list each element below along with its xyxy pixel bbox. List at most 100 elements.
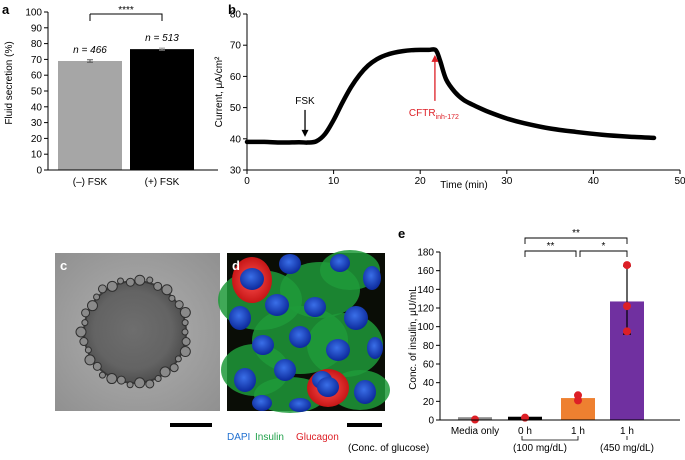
panel-b-xlabel: Time (min) xyxy=(440,180,487,191)
panel-d-nucleus xyxy=(344,306,368,330)
panel-d-nucleus xyxy=(229,306,251,330)
panel-c-surface-cell xyxy=(106,280,118,292)
panel-b-annotation-cftr-main: CFTR xyxy=(409,108,436,119)
panel-b-ytick-label: 50 xyxy=(230,103,242,114)
panel-d-nucleus xyxy=(367,337,383,359)
panel-c-surface-cell xyxy=(179,346,191,358)
panel-c-surface-cell xyxy=(181,337,191,347)
panel-b-ytick-label: 70 xyxy=(230,41,242,52)
panel-c-surface-cell xyxy=(153,281,163,291)
panel-c-surface-cell xyxy=(93,293,101,301)
panel-a-ytick-label: 80 xyxy=(31,39,43,50)
panel-a-bar xyxy=(58,60,122,171)
panel-e-group-label-1: (100 mg/dL) xyxy=(513,443,567,454)
panel-a-error-bar xyxy=(159,47,165,51)
panel-d-nucleus xyxy=(363,266,381,290)
panel-a-bar xyxy=(130,49,194,170)
panel-c-surface-cell xyxy=(161,284,173,296)
panel-c-surface-cell xyxy=(145,379,155,389)
panel-e-ytick-label: 80 xyxy=(423,341,435,352)
panel-e-ytick-label: 120 xyxy=(417,304,434,315)
panel-c-surface-cell xyxy=(116,375,126,385)
panel-a-ytick-label: 60 xyxy=(31,71,43,82)
panel-c-surface-cell xyxy=(75,326,87,338)
panel-b-ytick-label: 30 xyxy=(230,166,242,177)
panel-e-bar xyxy=(561,398,595,420)
panel-a-ytick-label: 40 xyxy=(31,102,43,113)
panel-c-surface-cell xyxy=(106,373,118,385)
panel-d-nucleus xyxy=(354,380,376,404)
panel-d-nucleus xyxy=(289,326,311,348)
panel-a-bars: (–) FSK n = 466 (+) FSK n = 513 xyxy=(58,33,194,188)
panel-e-category-label: 1 h xyxy=(620,426,634,437)
panel-a-ytick-label: 90 xyxy=(31,23,43,34)
panel-c-surface-cell xyxy=(126,381,134,389)
panel-e-ytick-label: 40 xyxy=(423,378,435,389)
panel-letter-a: a xyxy=(2,2,10,17)
panel-e-significance-bracket xyxy=(579,250,628,257)
panel-d-nucleus xyxy=(279,254,301,274)
panel-e-category-label: Media only xyxy=(451,426,499,437)
panel-b-annotation-cftr-sub: inh-172 xyxy=(436,114,459,121)
panel-e-ylabel: Conc. of insulin, μU/mL xyxy=(408,286,419,390)
panel-d-nuclei xyxy=(229,254,383,412)
panel-e-ytick-label: 160 xyxy=(417,266,434,277)
panel-b-annotations: FSK CFTRinh-172 xyxy=(295,54,459,137)
panel-c-surface-cell xyxy=(125,277,135,287)
panel-d-nucleus xyxy=(317,377,339,397)
panel-c-surface-cell xyxy=(84,354,96,366)
panel-d-legend-dapi: DAPI xyxy=(227,432,250,443)
panel-c-surface-cell xyxy=(159,366,171,378)
panel-c-surface-cell xyxy=(92,361,102,371)
panel-letter-e: e xyxy=(398,226,405,241)
panel-c-surface-cell xyxy=(169,363,179,373)
panel-b-ytick-label: 40 xyxy=(230,134,242,145)
panel-d-nucleus xyxy=(252,395,272,411)
panel-a-ytick-label: 0 xyxy=(36,166,42,177)
panel-a-category-label: (+) FSK xyxy=(145,177,180,188)
panel-b-xtick-label: 20 xyxy=(415,176,427,187)
panel-letter-b: b xyxy=(228,2,236,17)
panel-e-bar-chart: Conc. of insulin, μU/mL 0 20 40 60 80 100 120 1… xyxy=(348,228,680,454)
panel-c-surface-cell xyxy=(84,346,92,354)
panel-e-ytick-label: 20 xyxy=(423,397,435,408)
panel-e-significance-bracket xyxy=(524,237,628,244)
panel-b-xtick-label: 30 xyxy=(501,176,513,187)
panel-d-legend-insulin: Insulin xyxy=(255,432,284,443)
panel-e-category-label: 0 h xyxy=(518,426,532,437)
panel-b-xtick-label: 0 xyxy=(244,176,250,187)
panel-a-bar-chart: Fluid secretion (%) 0 10 20 30 40 50 60 70 80 90 1… xyxy=(4,5,218,188)
panel-b-annotation-cftr: CFTRinh-172 xyxy=(409,108,459,121)
panel-d-nucleus xyxy=(234,368,256,392)
panel-e-significance-label: ** xyxy=(572,228,580,239)
panel-e-bars xyxy=(458,261,644,424)
panel-c-micrograph: c xyxy=(55,253,220,427)
panel-c-surface-cell xyxy=(98,371,106,379)
panel-e-data-point xyxy=(623,261,631,270)
panel-e-group-bracket xyxy=(521,436,579,441)
panel-a-y-ticks: 0 10 20 30 40 50 60 70 80 90 100 xyxy=(25,8,48,177)
panel-e-significance-label: ** xyxy=(547,241,555,252)
panel-d-nucleus xyxy=(326,339,350,361)
panel-b-xtick-label: 10 xyxy=(328,176,340,187)
panel-c-surface-cell xyxy=(174,355,182,363)
panel-e-category-labels: Media only 0 h 1 h 1 h xyxy=(451,426,634,437)
panel-a-ylabel: Fluid secretion (%) xyxy=(4,41,15,124)
panel-d-nucleus xyxy=(240,268,264,290)
panel-e-data-point xyxy=(623,302,631,311)
panel-b-ytick-label: 60 xyxy=(230,72,242,83)
panel-c-surface-cells xyxy=(75,274,191,389)
panel-a-n-label: n = 466 xyxy=(73,45,107,56)
panel-e-significance: **** * xyxy=(524,228,628,257)
panel-b-ytick-label: 80 xyxy=(230,10,242,21)
panel-d-nucleus xyxy=(304,297,326,317)
panel-letter-c: c xyxy=(60,258,67,273)
panel-a-ytick-label: 30 xyxy=(31,118,43,129)
panel-d-nucleus xyxy=(289,398,311,412)
panel-d-nucleus xyxy=(265,294,289,316)
panel-a-ytick-label: 70 xyxy=(31,55,43,66)
panel-c-surface-cell xyxy=(174,300,184,310)
panel-e-ytick-label: 180 xyxy=(417,248,434,259)
panel-d-fluorescence: d DAPI Insulin Glucagon xyxy=(218,250,390,443)
